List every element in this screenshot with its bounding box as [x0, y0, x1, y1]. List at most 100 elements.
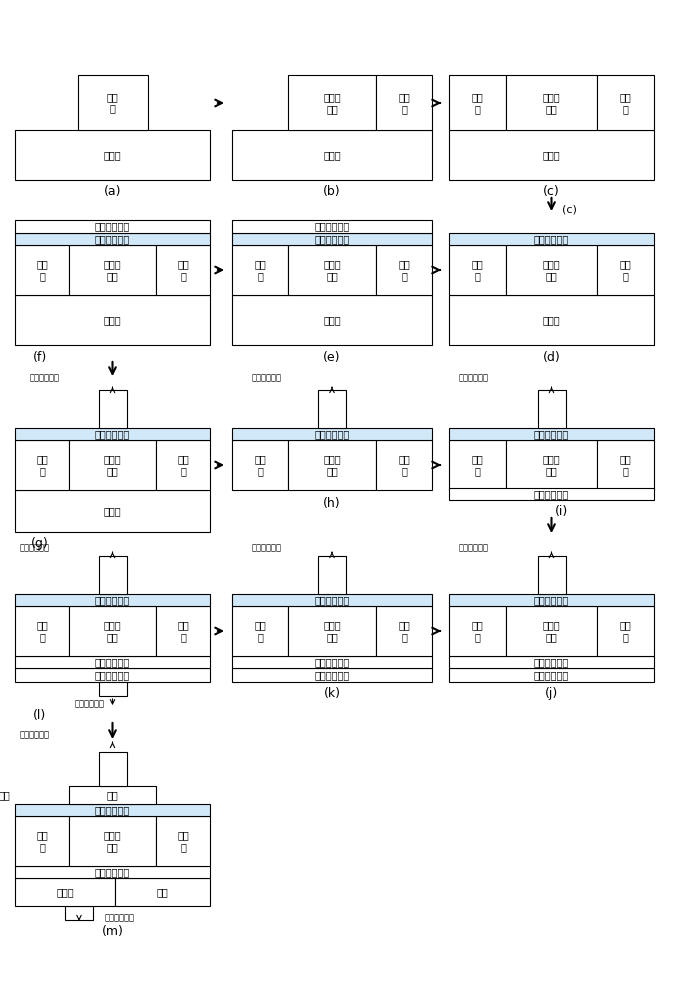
Bar [449, 428, 654, 440]
Bar [156, 440, 210, 490]
Text: 第一下栅介质: 第一下栅介质 [314, 657, 350, 667]
Bar [318, 390, 346, 428]
Text: 第二上栅介质: 第二上栅介质 [459, 544, 489, 552]
Text: 第一上栅介质: 第一上栅介质 [314, 595, 350, 605]
Text: 源区
锗: 源区 锗 [472, 92, 483, 114]
Text: 源区
锗: 源区 锗 [36, 830, 48, 852]
Text: 源区
锗: 源区 锗 [472, 454, 483, 476]
Text: 漏区
硅: 漏区 硅 [619, 92, 632, 114]
Text: 第一上栅介质: 第一上栅介质 [534, 429, 569, 439]
Bar [506, 75, 597, 130]
Text: 沟道区
锗硅: 沟道区 锗硅 [324, 259, 341, 281]
Text: 源极: 源极 [0, 790, 10, 800]
Text: 第一上栅介质: 第一上栅介质 [534, 595, 569, 605]
Text: 第一上栅介质: 第一上栅介质 [95, 595, 130, 605]
Bar [449, 488, 654, 500]
Bar [15, 606, 69, 656]
Text: 沟道区
锗硅: 沟道区 锗硅 [543, 620, 560, 642]
Text: 沟道区
锗硅: 沟道区 锗硅 [324, 454, 341, 476]
Bar [98, 390, 127, 428]
Bar [376, 440, 432, 490]
Text: 沟道区
锗硅: 沟道区 锗硅 [324, 92, 341, 114]
Bar [232, 606, 288, 656]
Text: 沟道区
锗硅: 沟道区 锗硅 [543, 454, 560, 476]
Text: 源区
锗: 源区 锗 [254, 259, 266, 281]
Bar [232, 668, 432, 682]
Bar [449, 594, 654, 606]
Text: 第二上栅介质: 第二上栅介质 [314, 222, 350, 232]
Text: 第一下栅介质: 第一下栅介质 [95, 867, 130, 877]
Bar [15, 816, 69, 866]
Bar [288, 440, 376, 490]
Text: 沟道区
锗硅: 沟道区 锗硅 [104, 454, 121, 476]
Bar [288, 606, 376, 656]
Bar [506, 606, 597, 656]
Bar [232, 245, 288, 295]
Text: 埋氧层: 埋氧层 [543, 315, 560, 325]
Bar [156, 606, 210, 656]
Bar [232, 220, 432, 233]
Bar [449, 295, 654, 345]
Bar [78, 75, 148, 130]
Text: 栅极: 栅极 [106, 790, 119, 800]
Bar [232, 594, 432, 606]
Text: 第一上栅介质: 第一上栅介质 [95, 429, 130, 439]
Text: 源区
锗: 源区 锗 [36, 620, 48, 642]
Bar [597, 606, 654, 656]
Bar [15, 594, 210, 606]
Text: 第二上栅介质: 第二上栅介质 [30, 373, 60, 382]
Bar [597, 75, 654, 130]
Text: 第一下栅介质: 第一下栅介质 [534, 489, 569, 499]
Text: (k): (k) [324, 688, 340, 700]
Bar [506, 245, 597, 295]
Bar [15, 428, 210, 440]
Bar [15, 440, 69, 490]
Text: 源区
锗: 源区 锗 [472, 259, 483, 281]
Bar [69, 245, 156, 295]
Bar [98, 752, 127, 786]
Text: 漏区
硅: 漏区 硅 [398, 259, 410, 281]
Bar [449, 130, 654, 180]
Bar [449, 245, 506, 295]
Bar [15, 490, 210, 532]
Bar [318, 556, 346, 594]
Bar [449, 75, 506, 130]
Text: 漏区
硅: 漏区 硅 [106, 92, 119, 113]
Bar [15, 130, 210, 180]
Bar [537, 556, 565, 594]
Text: (m): (m) [102, 926, 123, 938]
Text: (l): (l) [34, 710, 47, 722]
Text: 漏极: 漏极 [156, 887, 168, 897]
Text: 第一下栅介质: 第一下栅介质 [95, 657, 130, 667]
Bar [232, 233, 432, 245]
Text: (c): (c) [543, 186, 560, 198]
Text: 沟道区
锗硅: 沟道区 锗硅 [104, 620, 121, 642]
Text: 源区
锗: 源区 锗 [472, 620, 483, 642]
Bar [15, 804, 210, 816]
Bar [232, 130, 432, 180]
Text: 埋氧层: 埋氧层 [104, 315, 121, 325]
Text: (e): (e) [324, 351, 341, 363]
Bar [449, 440, 506, 490]
Text: 第二下栅介质: 第二下栅介质 [95, 670, 130, 680]
Text: (f): (f) [33, 351, 47, 363]
Bar [156, 816, 210, 866]
Bar [15, 245, 69, 295]
Text: 漏区
硅: 漏区 硅 [619, 259, 632, 281]
Text: (d): (d) [543, 351, 560, 363]
Text: 漏区
硅: 漏区 硅 [177, 454, 189, 476]
Text: (j): (j) [545, 688, 558, 700]
Bar [156, 245, 210, 295]
Text: 沟道区
锗硅: 沟道区 锗硅 [104, 259, 121, 281]
Text: (b): (b) [324, 186, 341, 198]
Text: 第一上栅介质: 第一上栅介质 [95, 234, 130, 244]
Bar [537, 390, 565, 428]
Bar [597, 245, 654, 295]
Text: (i): (i) [555, 506, 568, 518]
Text: 漏区
硅: 漏区 硅 [177, 259, 189, 281]
Bar [65, 906, 93, 920]
Bar [15, 878, 115, 906]
Text: 第二上栅介质: 第二上栅介质 [20, 730, 50, 740]
Text: 埋氧层: 埋氧层 [324, 150, 341, 160]
Bar [449, 233, 654, 245]
